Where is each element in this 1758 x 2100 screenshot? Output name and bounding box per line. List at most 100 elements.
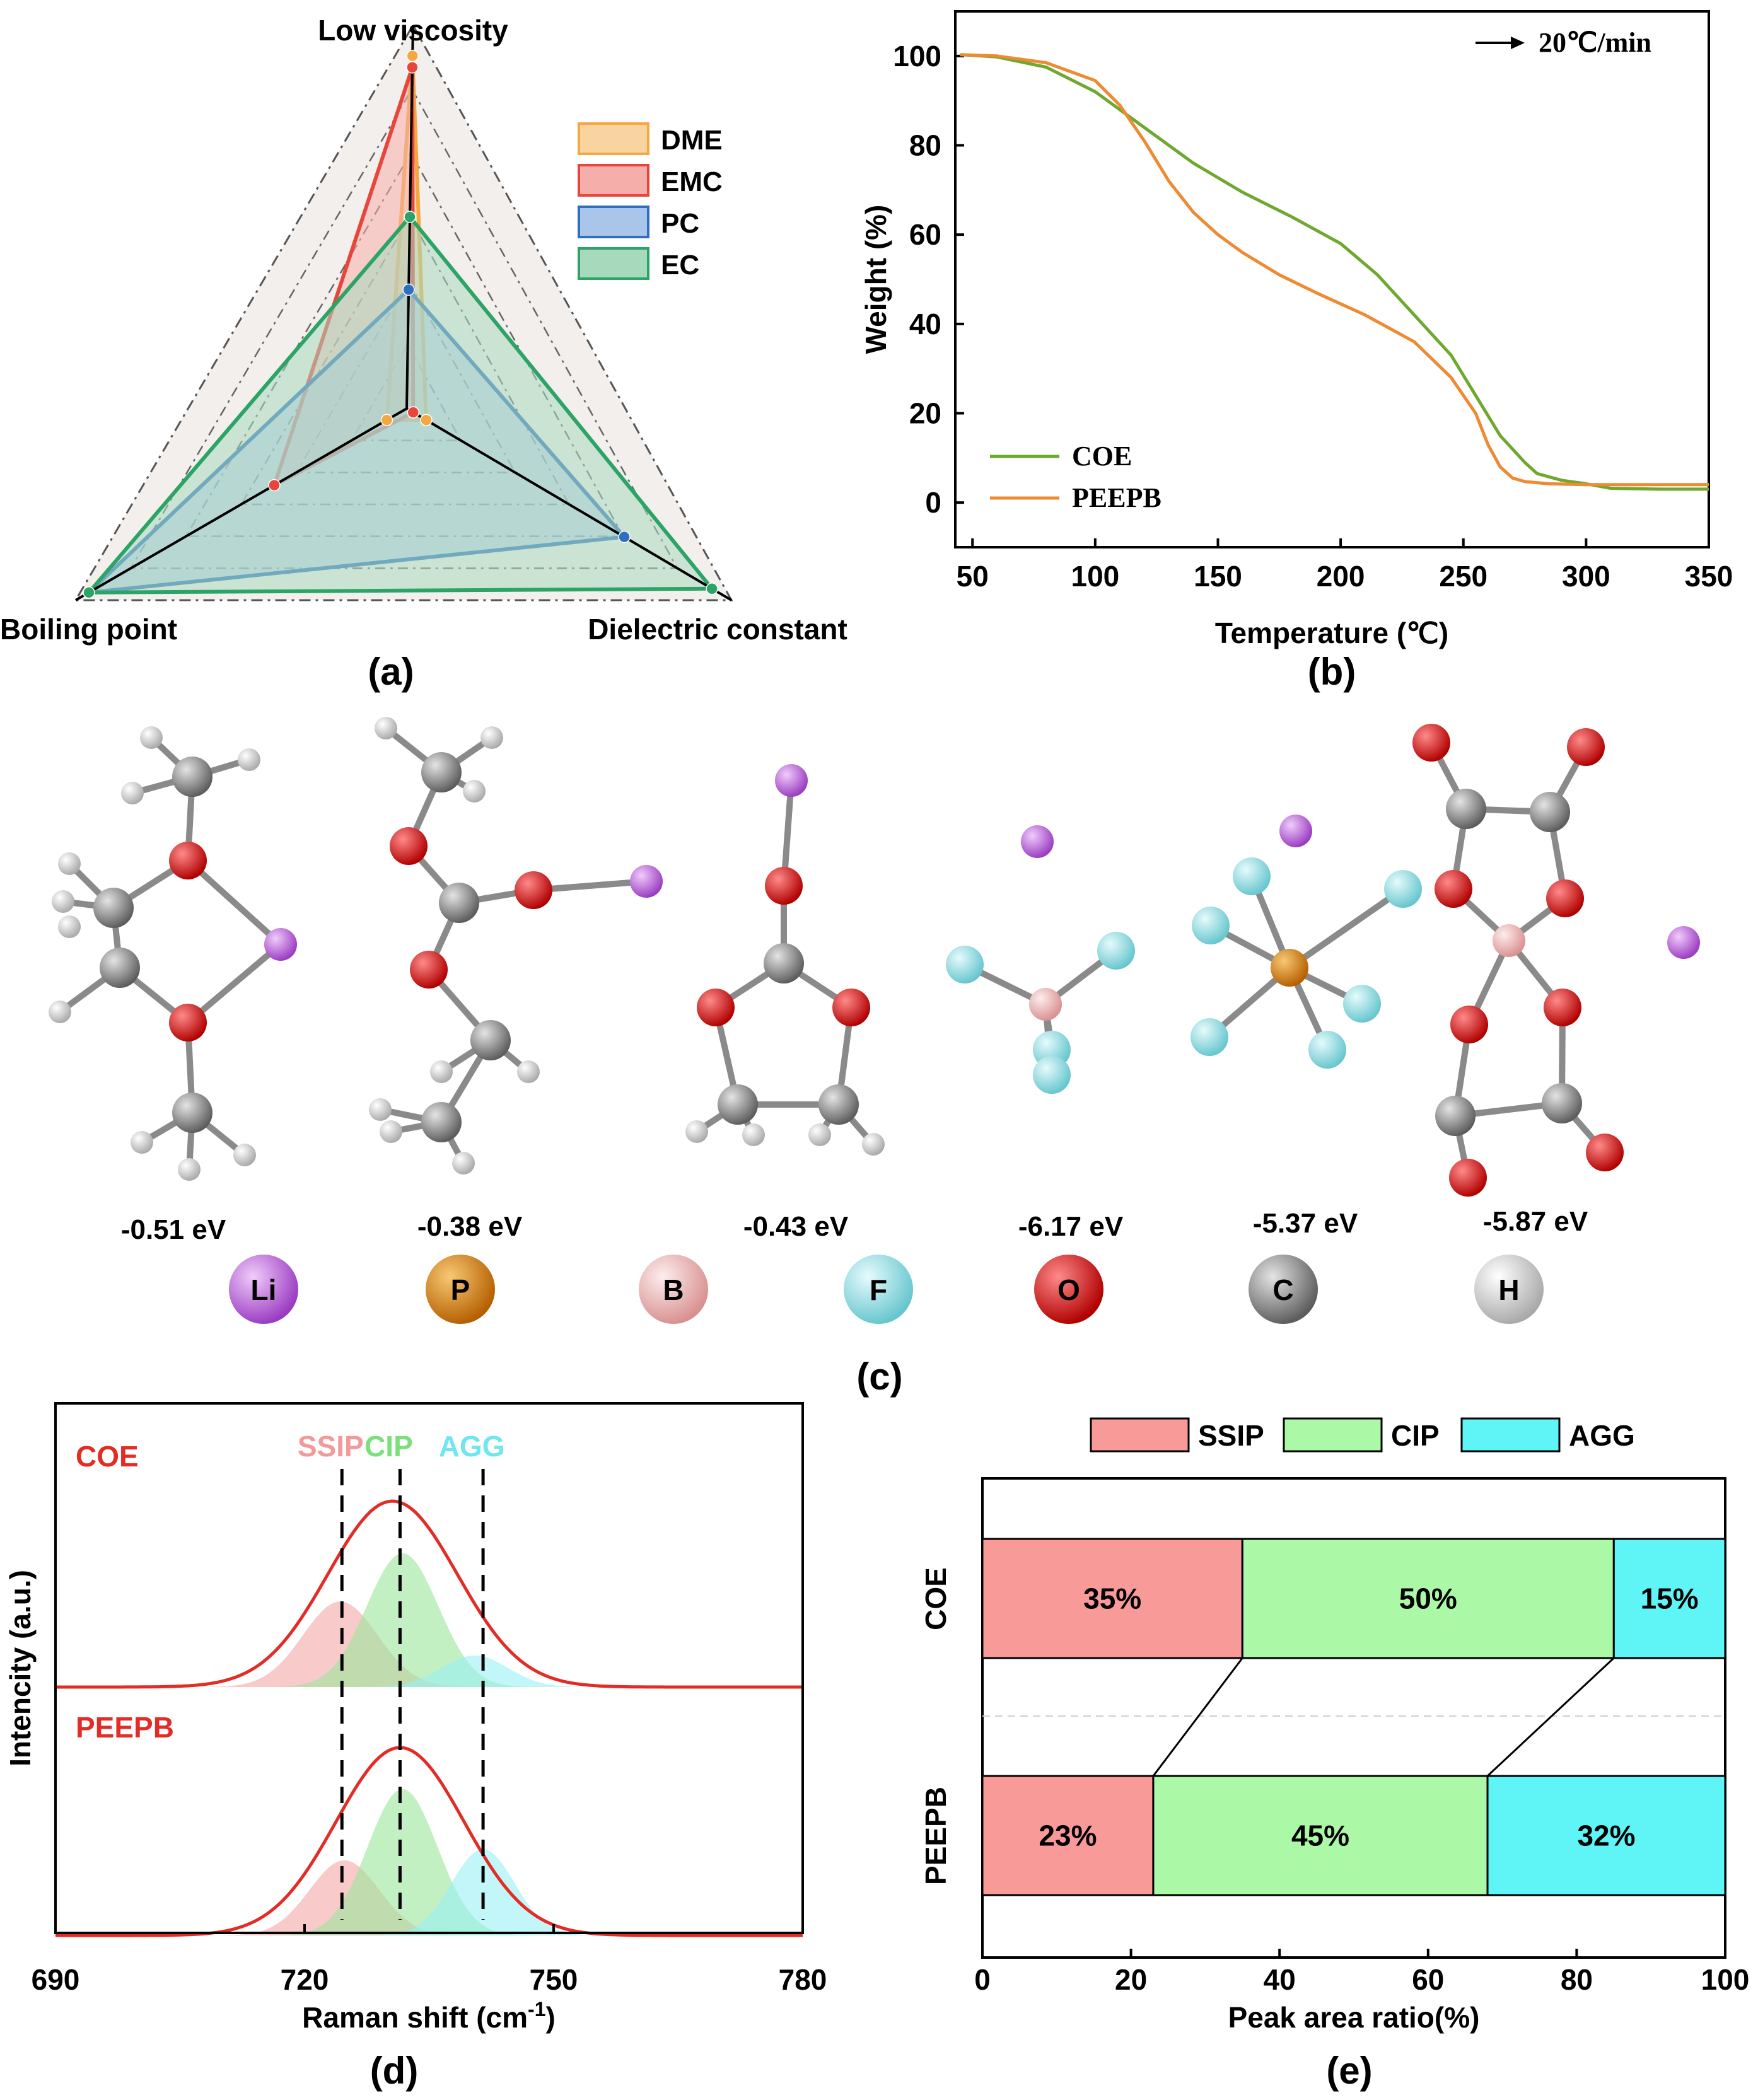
e-bar-coe-agg (1612, 1538, 1726, 1659)
e-legend-swatch-agg (1460, 1417, 1561, 1453)
element-symbol-c: C (1272, 1273, 1293, 1306)
b-legend: COE PEEPB (990, 441, 1161, 513)
b-ytick-label: 20 (909, 397, 941, 430)
energy-6: -5.87 eV (1483, 1206, 1588, 1237)
atom-c (1435, 1096, 1476, 1136)
d-xtick-label: 720 (281, 1963, 329, 1996)
e-category-coe: COE (919, 1567, 952, 1630)
atom-b (1029, 988, 1062, 1021)
plot-frame-b (954, 10, 1710, 548)
bond (185, 857, 284, 948)
atom-o (1449, 1159, 1487, 1197)
atom-f (1308, 1031, 1346, 1069)
e-connector-line (1152, 1657, 1243, 1777)
d-series-label-coe: COE (76, 1440, 139, 1473)
radar-axis (405, 407, 733, 601)
atom-li (1667, 926, 1700, 959)
radar-point-dme (380, 414, 393, 426)
e-xtick-label: 40 (1264, 1963, 1296, 1996)
atom-f (1343, 985, 1381, 1023)
molecule-emc-li (369, 717, 663, 1175)
atom-o (697, 989, 735, 1026)
radar-point-dme (406, 49, 419, 62)
element-symbol-li: Li (251, 1273, 277, 1306)
atom-o (832, 989, 870, 1026)
molecule-bob-li (1412, 724, 1700, 1197)
molecule-dme-li (49, 726, 297, 1181)
e-bar-coe-cip (1241, 1538, 1615, 1659)
b-xtick-label: 350 (1685, 560, 1733, 593)
plot-frame-e (981, 1477, 1726, 1959)
radar-point-emc (407, 406, 420, 419)
atom-h (480, 726, 503, 749)
element-key-c: C (1249, 1255, 1318, 1324)
e-bar-label: 45% (1291, 1819, 1349, 1852)
atom-h (49, 1001, 71, 1023)
energy-3: -0.43 eV (743, 1211, 849, 1242)
atom-f (946, 946, 984, 983)
legend-label-ec: EC (661, 250, 699, 281)
radar-point-emc (268, 479, 281, 492)
b-series-peepb (960, 53, 1709, 487)
element-symbol-b: B (663, 1273, 684, 1306)
arrow-head (1511, 37, 1525, 49)
d-peak-label-cip: CIP (364, 1430, 413, 1463)
atom-f (1097, 932, 1135, 970)
atom-o (169, 1004, 207, 1041)
b-xtick-label: 300 (1562, 560, 1610, 593)
atom-c (1542, 1083, 1582, 1123)
atom-c (764, 943, 804, 983)
b-xtick-label: 50 (957, 560, 989, 593)
bond (185, 941, 284, 1026)
d-component-cip (138, 1553, 678, 1687)
legend-label-coe: COE (1072, 441, 1132, 472)
atom-c (818, 1084, 859, 1125)
e-legend-swatch-ssip (1090, 1417, 1190, 1453)
e-legend-label-agg: AGG (1569, 1419, 1635, 1452)
b-xtick-label: 250 (1439, 560, 1487, 593)
atom-h (121, 782, 144, 804)
atom-h (463, 780, 486, 803)
atom-c (718, 1084, 758, 1125)
element-sphere-c (1249, 1255, 1318, 1324)
element-symbol-f: F (870, 1273, 887, 1306)
energy-1: -0.51 eV (121, 1214, 226, 1245)
radar-legend: DME EMC PC EC (578, 122, 723, 281)
element-key-h: H (1474, 1255, 1544, 1324)
d-xtick-label: 780 (779, 1963, 827, 1996)
legend-swatch-emc (578, 164, 649, 197)
energy-2: -0.38 eV (417, 1211, 523, 1242)
atom-h (808, 1123, 831, 1146)
atom-li (775, 764, 808, 797)
atom-h (452, 1152, 475, 1175)
b-ylabel: Weight (%) (859, 205, 892, 354)
atom-h (742, 1123, 765, 1146)
d-xtick-label: 750 (530, 1963, 578, 1996)
molecule-pf6-li (1190, 815, 1422, 1069)
atom-f (1033, 1056, 1071, 1094)
b-ytick-label: 60 (909, 218, 941, 251)
b-ytick-label: 40 (909, 308, 941, 340)
e-connector-line (1487, 1657, 1615, 1777)
panel-label-a: (a) (368, 651, 414, 693)
e-bar-label: 15% (1641, 1582, 1699, 1615)
atom-h (685, 1120, 708, 1143)
atom-c (1530, 792, 1570, 832)
atom-h (862, 1133, 885, 1156)
e-bar-peepb-agg (1486, 1775, 1726, 1896)
radar-point-ec (404, 211, 416, 223)
atom-o (390, 827, 428, 865)
legend-label-pc: PC (661, 208, 699, 239)
atom-c (172, 757, 212, 797)
atom-h (58, 915, 81, 938)
atom-c (421, 1102, 462, 1142)
atom-h (430, 1060, 453, 1083)
element-key-o: O (1034, 1255, 1103, 1324)
atom-h (233, 1144, 256, 1166)
element-sphere-li (229, 1255, 298, 1324)
legend-swatch-ec (578, 247, 649, 280)
atom-h (375, 717, 397, 740)
atom-li (1279, 815, 1312, 847)
b-xtick-label: 200 (1317, 560, 1365, 593)
e-legend-swatch-cip (1283, 1417, 1383, 1453)
